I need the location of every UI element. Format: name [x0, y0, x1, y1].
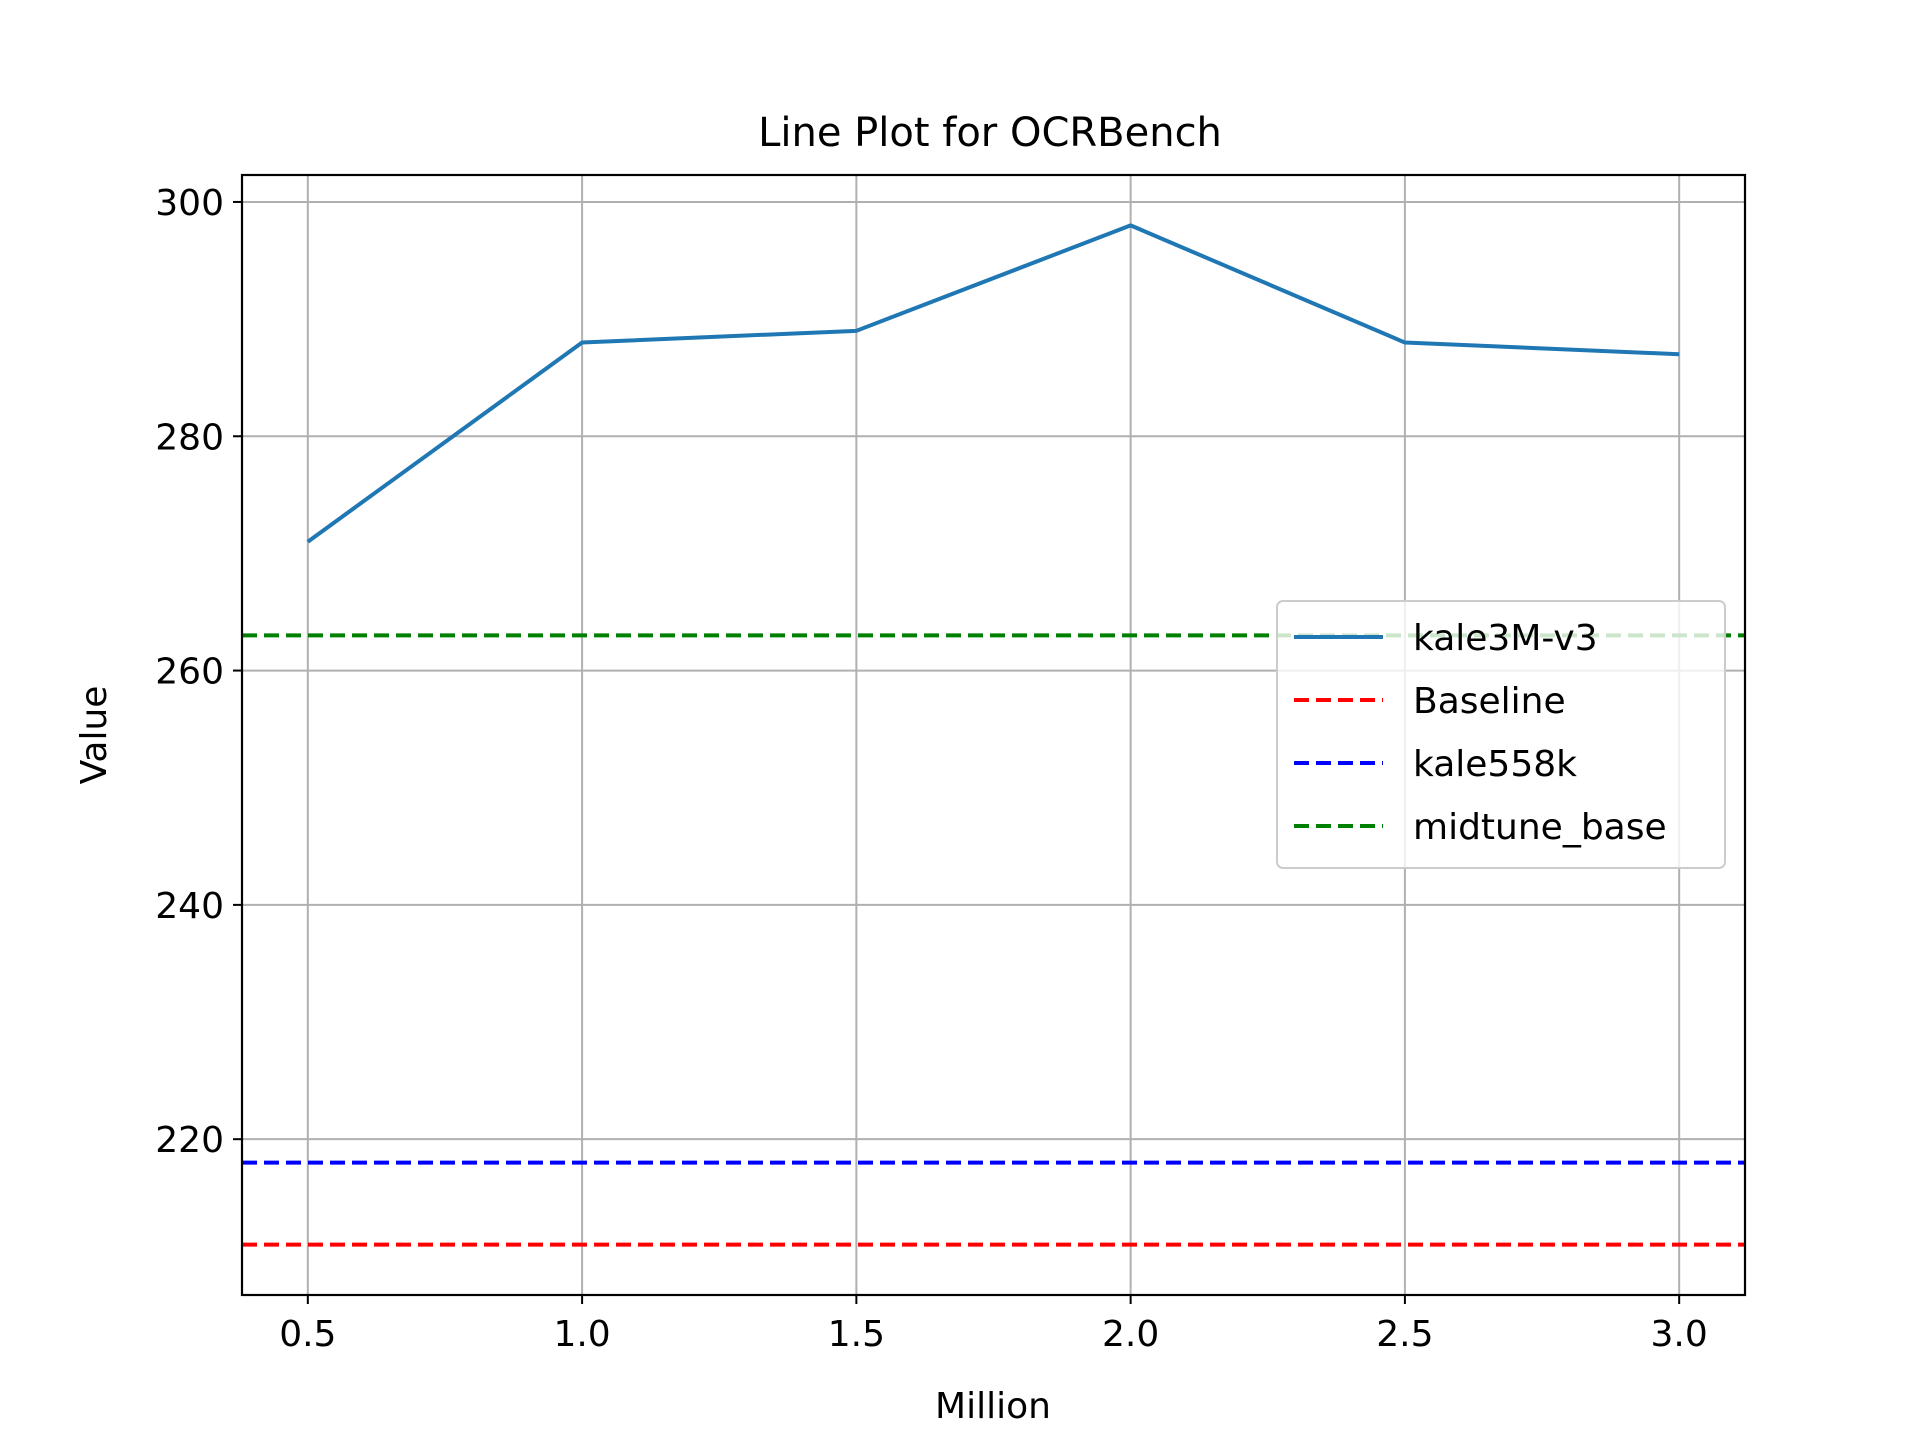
grid-lines — [242, 175, 1745, 1295]
legend-box — [1276, 600, 1726, 869]
legend-label: kale558k — [1413, 744, 1577, 785]
x-tick-label: 3.0 — [1651, 1314, 1708, 1355]
x-tick-label: 1.0 — [553, 1314, 610, 1355]
data-lines — [242, 223, 1745, 1247]
y-tick-label: 300 — [155, 183, 224, 224]
x-tick-label: 1.5 — [828, 1314, 885, 1355]
plot-frame — [240, 173, 1747, 1297]
x-axis-label: Million — [935, 1386, 1051, 1427]
y-tick-label: 260 — [155, 652, 224, 693]
legend-label: midtune_base — [1413, 807, 1667, 848]
y-tick-label: 240 — [155, 886, 224, 927]
kale3M-v3-series-line — [306, 223, 1680, 544]
y-axis-ticks: 220 240 260 280 300 — [155, 183, 242, 1161]
chart-title: Line Plot for OCRBench — [758, 110, 1222, 156]
y-tick-label: 280 — [155, 417, 224, 458]
legend-label: Baseline — [1413, 681, 1566, 722]
y-axis-label: Value — [74, 686, 115, 785]
legend: kale3M-v3 Baseline kale558k midtune_base — [1276, 600, 1726, 869]
y-tick-label: 220 — [155, 1120, 224, 1161]
x-tick-label: 0.5 — [279, 1314, 336, 1355]
x-tick-label: 2.0 — [1102, 1314, 1159, 1355]
x-axis-ticks: 0.5 1.0 1.5 2.0 2.5 3.0 — [279, 1295, 1708, 1355]
x-tick-label: 2.5 — [1376, 1314, 1433, 1355]
legend-label: kale3M-v3 — [1413, 618, 1598, 659]
